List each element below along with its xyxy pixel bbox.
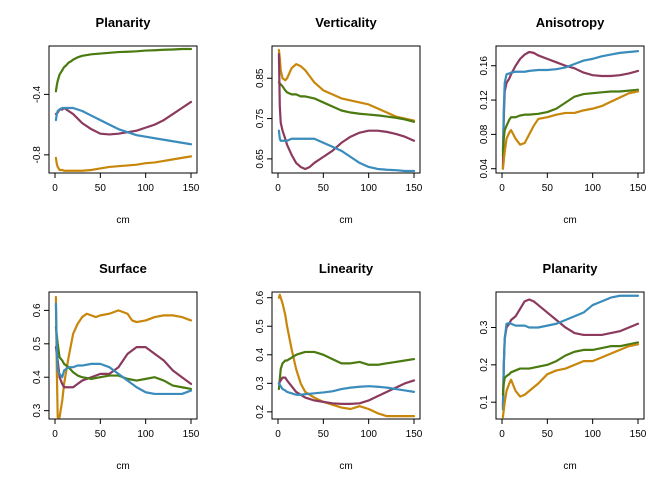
x-tick-label: 50 [95,183,107,194]
y-tick-label: 0.1 [479,395,490,409]
series-line-gold [277,293,416,418]
x-tick-label: 150 [183,429,200,440]
plot-frame [271,45,421,174]
x-axis-label: cm [339,461,352,472]
y-tick-label: 0.04 [479,159,490,179]
series-line-gold [54,295,193,419]
series-line-blue [54,302,193,396]
plot-frame [495,291,645,420]
y-tick-label: 0.3 [255,376,266,390]
x-axis-label: cm [563,215,576,226]
x-axis-label: cm [116,461,129,472]
series-line-green [277,81,416,123]
series-line-gold [501,90,640,170]
panel-title: Planarity [543,261,599,276]
plot-frame [48,291,198,420]
x-tick-label: 50 [318,429,330,440]
x-tick-label: 0 [275,183,281,194]
series-line-green [277,350,416,391]
series-line-gold [54,155,193,172]
x-tick-label: 50 [542,183,554,194]
x-axis-label: cm [116,215,129,226]
x-tick-label: 100 [137,183,154,194]
series-line-blue [54,106,193,146]
plot-frame [48,45,198,174]
x-tick-label: 50 [542,429,554,440]
y-tick-label: 0.85 [255,68,266,88]
x-axis-label: cm [563,461,576,472]
series-line-maroon [277,376,416,405]
plot-frame [271,291,421,420]
x-tick-label: 0 [499,429,505,440]
y-tick-label: 0.12 [479,90,490,110]
x-tick-label: 100 [360,183,377,194]
series-line-gold [501,343,640,419]
series-line-maroon [501,298,640,408]
x-axis-label: cm [339,215,352,226]
x-tick-label: 100 [360,429,377,440]
x-tick-label: 100 [584,429,601,440]
panel-title: Surface [99,261,147,276]
series-line-green [54,325,193,391]
series-line-green [501,341,640,396]
panel-6: Planarity 0 50 100 150 0.1 0.2 0.3 cm [479,261,647,472]
x-tick-label: 50 [95,429,107,440]
x-tick-label: 50 [318,183,330,194]
series-line-maroon [501,50,640,170]
x-tick-label: 0 [52,429,58,440]
series-line-maroon [54,100,193,136]
y-tick-label: 0.3 [479,320,490,334]
x-tick-label: 150 [630,183,647,194]
panel-5: Linearity 0 50 100 150 0.2 0.3 0.4 0.5 0.6 cm [255,261,423,472]
plot-frame [495,45,645,174]
x-tick-label: 100 [137,429,154,440]
y-tick-label: 0.5 [32,336,43,350]
panel-2: Verticality 0 50 100 150 0.65 0.75 0.85 cm [255,15,423,226]
panel-4: Surface 0 50 100 150 0.3 0.4 0.5 0.6 cm [32,261,200,472]
y-tick-label: -0.4 [32,85,43,103]
y-tick-label: 0.65 [255,149,266,169]
x-tick-label: 150 [183,183,200,194]
x-tick-label: 100 [584,183,601,194]
panel-title: Planarity [96,15,152,30]
x-tick-label: 150 [406,183,423,194]
y-tick-label: 0.5 [255,319,266,333]
y-tick-label: 0.6 [32,303,43,317]
y-tick-label: 0.4 [255,347,266,361]
panel-title: Anisotropy [536,15,605,30]
series-line-gold [277,48,416,122]
y-tick-label: 0.4 [32,370,43,384]
series-line-green [54,47,193,93]
series-line-blue [501,294,640,411]
panel-title: Linearity [319,261,374,276]
panel-3: Anisotropy 0 50 100 150 0.04 0.08 0.12 0.16 cm [479,15,647,226]
x-tick-label: 0 [52,183,58,194]
series-line-blue [277,382,416,396]
y-tick-label: 0.2 [255,404,266,418]
panel-title: Verticality [315,15,377,30]
y-tick-label: 0.16 [479,56,490,76]
y-tick-label: -0.8 [32,146,43,164]
x-tick-label: 150 [406,429,423,440]
y-tick-label: 0.6 [255,290,266,304]
y-tick-label: 0.75 [255,108,266,128]
series-line-green [501,88,640,157]
series-line-maroon [277,52,416,171]
series-line-blue [501,50,640,153]
x-tick-label: 0 [275,429,281,440]
series-line-maroon [54,346,193,389]
x-tick-label: 150 [630,429,647,440]
y-tick-label: 0.08 [479,124,490,144]
y-tick-label: 0.2 [479,357,490,371]
panel-1: Planarity 0 50 100 150 -0.8 -0.4 cm [32,15,200,226]
series-line-blue [277,129,416,173]
x-tick-label: 0 [499,183,505,194]
y-tick-label: 0.3 [32,403,43,417]
